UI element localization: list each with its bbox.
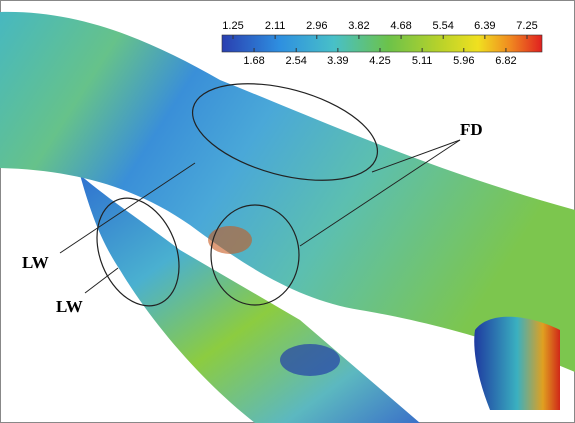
colorbar [222,35,542,52]
tick-label: 5.54 [432,20,453,32]
tick-label: 3.82 [348,20,369,32]
hot-spot [208,226,252,254]
tick-label: 2.54 [285,55,306,67]
tick-label: 7.25 [516,20,537,32]
tick-label: 2.96 [306,20,327,32]
tick-label: 3.39 [327,55,348,67]
tick-label: 5.96 [453,55,474,67]
tick-label: 2.11 [265,20,286,32]
vessel-small [474,317,560,410]
annotation: LW [22,253,49,272]
tick-label: 6.82 [495,55,516,67]
annotation: FD [460,120,483,139]
tick-label: 4.25 [369,55,390,67]
tick-label: 1.68 [243,55,264,67]
annotation: LW [56,297,83,316]
figure: FD LW LW 1.25 2.11 2.96 3.82 4.68 5.54 6.39 7.2… [0,0,575,423]
tick-label: 4.68 [390,20,411,32]
tick-label: 1.25 [222,20,243,32]
cold-spot [280,344,340,376]
tick-label: 6.39 [474,20,495,32]
tick-label: 5.11 [412,55,433,67]
